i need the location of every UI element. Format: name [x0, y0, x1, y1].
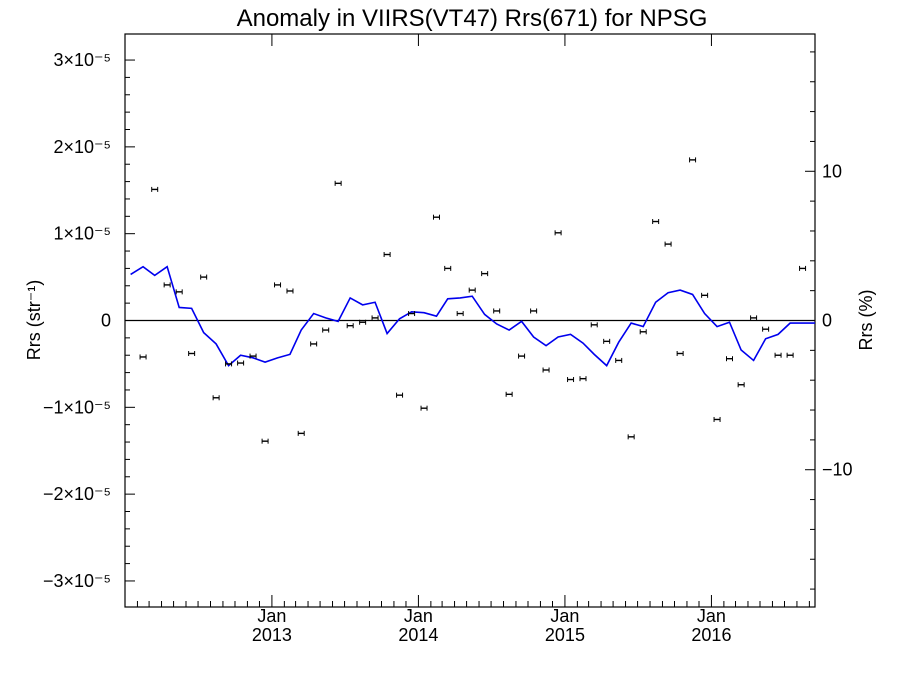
series-line-layer: [130, 265, 815, 367]
data-point: [396, 392, 404, 398]
data-point: [334, 180, 342, 186]
data-point: [542, 367, 550, 373]
y-tick-label-left: −2×10⁻⁵: [43, 484, 111, 504]
x-tick-label-month: Jan: [257, 606, 286, 626]
data-point: [200, 274, 208, 280]
data-point: [212, 395, 220, 401]
x-tick-label-month: Jan: [550, 606, 579, 626]
data-point: [762, 326, 770, 332]
data-point: [530, 308, 538, 314]
y-tick-label-left: 2×10⁻⁵: [53, 137, 111, 157]
x-tick-label-month: Jan: [404, 606, 433, 626]
y-axis-right: 10 0 −10: [805, 51, 853, 590]
y-tick-label-right: 10: [822, 161, 842, 181]
data-point: [151, 186, 159, 192]
data-point: [139, 354, 147, 360]
data-point: [554, 230, 562, 236]
x-tick-label-year: 2016: [691, 625, 731, 645]
data-point: [774, 352, 782, 358]
data-point: [603, 338, 611, 344]
y-tick-label-right: 0: [822, 311, 832, 331]
data-point: [652, 219, 660, 225]
data-point: [188, 350, 196, 356]
data-point: [567, 377, 575, 383]
data-point: [408, 311, 416, 317]
data-point: [237, 360, 245, 366]
x-tick-label-year: 2013: [252, 625, 292, 645]
data-point: [261, 438, 269, 444]
data-point: [371, 315, 379, 321]
y-axis-left-label: Rrs (str⁻¹): [24, 280, 44, 360]
data-point: [615, 357, 623, 363]
data-point: [579, 376, 587, 382]
data-point: [432, 214, 440, 220]
y-tick-label-right: −10: [822, 460, 853, 480]
y-tick-label-left: −3×10⁻⁵: [43, 571, 111, 591]
data-point: [737, 382, 745, 388]
data-point: [639, 329, 647, 335]
data-point: [713, 416, 721, 422]
x-tick-label-year: 2014: [398, 625, 438, 645]
series-line: [130, 265, 815, 367]
data-point: [627, 434, 635, 440]
data-point: [518, 353, 526, 359]
y-axis-left: 3×10⁻⁵ 2×10⁻⁵ 1×10⁻⁵ 0 −1×10⁻⁵ −2×10⁻⁵ −3×10⁻⁵: [43, 50, 135, 591]
data-point: [297, 430, 305, 436]
data-point: [799, 265, 807, 271]
data-point: [444, 265, 452, 271]
data-point: [701, 292, 709, 298]
data-point: [175, 289, 183, 295]
series-points-layer: [139, 157, 807, 444]
y-tick-label-left: −1×10⁻⁵: [43, 397, 111, 417]
data-point: [225, 361, 233, 367]
data-point: [468, 287, 476, 293]
y-axis-right-label: Rrs (%): [856, 290, 876, 351]
data-point: [383, 252, 391, 258]
y-tick-label-left: 0: [101, 311, 111, 331]
data-point: [750, 315, 758, 321]
y-tick-label-left: 1×10⁻⁵: [53, 224, 111, 244]
data-point: [420, 405, 428, 411]
data-point: [249, 353, 257, 359]
x-tick-label-month: Jan: [697, 606, 726, 626]
chart-title: Anomaly in VIIRS(VT47) Rrs(671) for NPSG: [237, 5, 708, 32]
data-point: [676, 350, 684, 356]
data-point: [726, 356, 734, 362]
data-point: [456, 311, 464, 317]
x-tick-label-year: 2015: [545, 625, 585, 645]
data-point: [346, 323, 354, 329]
data-point: [689, 157, 697, 163]
data-point: [310, 341, 318, 347]
data-point: [286, 288, 294, 294]
data-point: [163, 282, 171, 288]
data-point: [322, 327, 330, 333]
data-point: [505, 391, 513, 397]
data-point: [359, 319, 367, 325]
data-point: [274, 282, 282, 288]
data-point: [786, 352, 794, 358]
data-point: [590, 322, 598, 328]
y-tick-label-left: 3×10⁻⁵: [53, 50, 111, 70]
data-point: [481, 271, 489, 277]
data-point: [664, 241, 672, 247]
data-point: [493, 308, 501, 314]
